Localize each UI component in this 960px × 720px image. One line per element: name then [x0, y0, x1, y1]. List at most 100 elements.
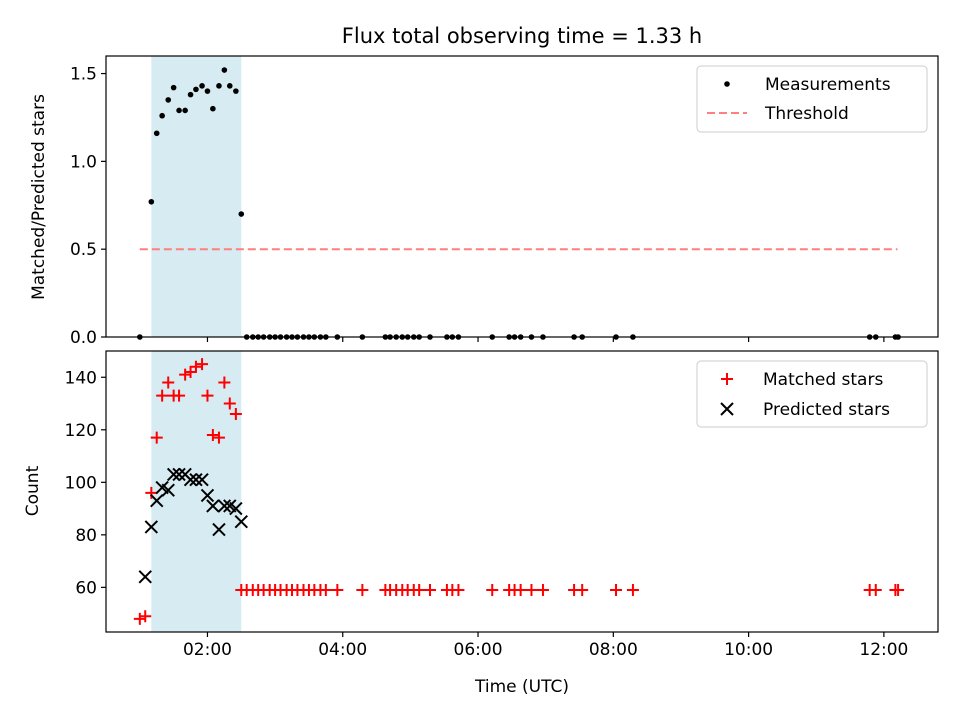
- matched-stars-point-51: [525, 583, 538, 596]
- measurements-point-15: [226, 83, 233, 89]
- predicted-stars-point-16: [229, 501, 243, 516]
- measurements-point-17: [238, 211, 245, 217]
- matched-stars-point-55: [610, 583, 623, 596]
- top-y-axis-label: Matched/Predicted stars: [29, 94, 49, 300]
- matched-stars-point-14: [212, 431, 225, 444]
- bottom-y-tick-label-1: 80: [75, 526, 97, 546]
- measurements-point-16: [233, 88, 239, 94]
- matched-stars-point-50: [514, 583, 527, 596]
- predicted-stars-point-13: [212, 522, 226, 537]
- matched-stars-point-34: [331, 583, 344, 596]
- top-legend: Measurements Threshold: [696, 65, 928, 133]
- measurements-point-2: [153, 130, 160, 137]
- bottom-x-tick-label-5: 12:00: [859, 640, 908, 660]
- matched-stars-point-7: [173, 389, 186, 402]
- matched-stars-point-5: [162, 376, 175, 389]
- bottom-x-tick-label-3: 08:00: [589, 640, 638, 660]
- measurements-point-9: [193, 86, 199, 93]
- predicted-stars-point-10: [195, 472, 209, 487]
- matched-stars-point-52: [536, 583, 549, 596]
- measurements-point-3: [159, 112, 165, 119]
- measurements-point-13: [216, 83, 222, 89]
- matched-stars-point-11: [196, 358, 209, 371]
- bottom-x-ticks: 02:00 04:00 06:00 08:00 10:00 12:00: [183, 632, 908, 660]
- bottom-y-tick-label-2: 100: [65, 473, 97, 493]
- bottom-y-ticks: 60 80 100 120 140: [65, 368, 106, 598]
- predicted-stars-point-11: [200, 488, 215, 503]
- matched-stars-point-4: [156, 389, 169, 402]
- matched-stars-point-8: [179, 368, 192, 381]
- matched-stars-point-54: [576, 583, 589, 596]
- matched-stars-point-13: [206, 429, 219, 442]
- matched-stars-point-0: [133, 612, 146, 625]
- legend-matched-stars-marker: [721, 373, 733, 385]
- legend-predicted-stars-label: Predicted stars: [763, 400, 890, 420]
- top-y-tick-label-0: 0.0: [70, 328, 97, 348]
- predicted-stars-point-14: [217, 499, 232, 513]
- legend-threshold-label: Threshold: [764, 104, 849, 124]
- measurements-point-7: [182, 107, 188, 114]
- top-legend-box: [696, 65, 928, 133]
- top-x-ticks: [206, 337, 885, 342]
- bottom-x-tick-label-2: 06:00: [454, 640, 503, 660]
- matched-stars-point-47: [486, 583, 499, 596]
- matched-stars-point-10: [189, 360, 202, 373]
- measurements-point-8: [187, 91, 194, 98]
- predicted-stars-point-0: [138, 570, 152, 584]
- bottom-legend-box: [696, 360, 928, 428]
- matched-stars-point-16: [223, 397, 236, 410]
- legend-predicted-stars-marker: [720, 402, 734, 416]
- measurements-point-4: [165, 97, 172, 103]
- predicted-stars-point-2: [150, 493, 164, 508]
- matched-stars-point-33: [319, 583, 332, 596]
- predicted-stars-point-17: [234, 514, 248, 529]
- measurements-point-5: [170, 84, 177, 91]
- bottom-y-tick-label-3: 120: [65, 421, 97, 441]
- matched-stars-point-3: [150, 431, 163, 444]
- top-panel: 0.0 0.5 1.0 1.5 Flux total observing time =…: [29, 24, 939, 348]
- top-y-tick-label-1: 0.5: [70, 240, 97, 260]
- measurements-point-14: [221, 67, 228, 73]
- measurements-point-11: [204, 88, 211, 94]
- measurements-point-1: [148, 198, 155, 205]
- bottom-x-tick-label-0: 02:00: [183, 640, 232, 660]
- predicted-stars-point-5: [166, 467, 181, 482]
- bottom-plot-marks: [133, 358, 905, 625]
- bottom-y-axis-label: Count: [23, 465, 43, 516]
- top-y-tick-label-3: 1.5: [70, 65, 97, 85]
- predicted-stars-point-12: [206, 499, 220, 513]
- matched-stars-point-35: [356, 583, 369, 596]
- bottom-y-tick-label-0: 60: [75, 578, 97, 598]
- bottom-plot-frame: [105, 350, 939, 633]
- legend-matched-stars-label: Matched stars: [763, 370, 883, 390]
- bottom-x-tick-label-4: 10:00: [724, 640, 773, 660]
- bottom-panel: 02:00 04:00 06:00 08:00 10:00 12:00 60 80 100 12…: [23, 350, 939, 697]
- matched-stars-point-12: [201, 389, 214, 402]
- bottom-y-tick-label-4: 140: [65, 368, 97, 388]
- matched-stars-point-2: [145, 486, 158, 499]
- top-shaded-span: [151, 56, 242, 337]
- x-axis-label: Time (UTC): [474, 677, 569, 697]
- top-y-tick-label-2: 1.0: [70, 152, 97, 172]
- predicted-stars-point-1: [144, 520, 159, 534]
- matched-stars-point-17: [229, 408, 242, 421]
- matched-stars-point-15: [218, 376, 231, 389]
- legend-measurements-label: Measurements: [765, 75, 891, 95]
- measurements-point-10: [199, 83, 205, 89]
- bottom-legend: Matched stars Predicted stars: [696, 360, 928, 428]
- predicted-stars-point-8: [183, 472, 198, 487]
- top-plot-marks: [137, 67, 901, 340]
- legend-measurements-marker: [724, 81, 730, 87]
- predicted-stars-point-4: [161, 483, 175, 497]
- bottom-x-tick-label-1: 04:00: [318, 640, 367, 660]
- matched-stars-point-58: [869, 583, 882, 596]
- matched-stars-point-1: [139, 610, 152, 623]
- top-y-ticks: 0.0 0.5 1.0 1.5: [70, 65, 106, 348]
- chart-title: Flux total observing time = 1.33 h: [342, 24, 702, 48]
- measurements-point-12: [210, 105, 216, 112]
- measurements-point-6: [176, 107, 182, 114]
- matched-stars-point-56: [626, 583, 639, 596]
- predicted-stars-point-6: [172, 467, 186, 482]
- matched-stars-point-43: [424, 583, 437, 596]
